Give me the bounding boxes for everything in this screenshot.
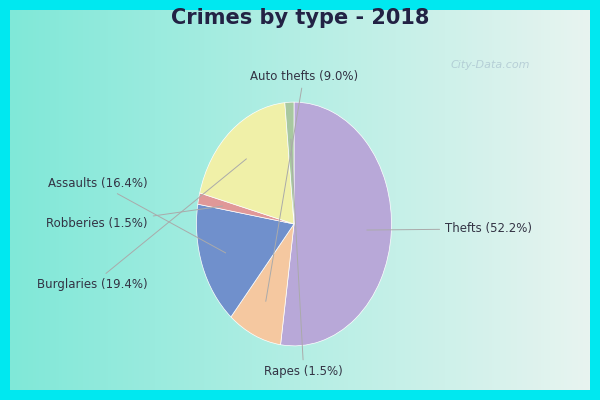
Text: Auto thefts (9.0%): Auto thefts (9.0%) [250,70,358,301]
Wedge shape [197,204,294,317]
Text: Robberies (1.5%): Robberies (1.5%) [46,206,223,230]
Wedge shape [198,193,294,224]
Wedge shape [231,224,294,345]
Text: Crimes by type - 2018: Crimes by type - 2018 [171,8,429,28]
Text: Thefts (52.2%): Thefts (52.2%) [367,222,532,235]
Text: Rapes (1.5%): Rapes (1.5%) [265,139,343,378]
Text: City-Data.com: City-Data.com [450,60,530,70]
Text: Burglaries (19.4%): Burglaries (19.4%) [37,159,247,291]
Wedge shape [281,102,391,346]
Wedge shape [285,102,294,224]
Wedge shape [200,103,294,224]
Text: Assaults (16.4%): Assaults (16.4%) [48,176,226,253]
